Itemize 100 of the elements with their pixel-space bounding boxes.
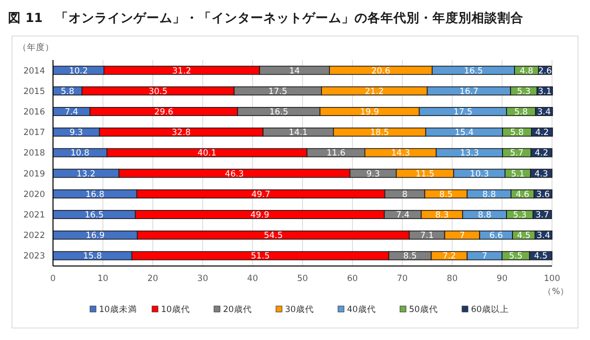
data-label: 17.5 [453, 107, 472, 118]
data-label: 15.4 [454, 128, 474, 138]
data-label: 7 [459, 231, 465, 242]
y-axis-title: （年度） [18, 42, 54, 53]
data-label: 5.8 [514, 107, 528, 118]
data-label: 3.6 [536, 190, 550, 200]
x-tick-label: 60 [346, 274, 358, 284]
data-label: 29.6 [154, 107, 174, 118]
data-label: 3.4 [537, 107, 551, 118]
data-label: 21.2 [364, 86, 384, 97]
x-tick-label: 70 [396, 274, 408, 284]
x-tick-label: 90 [496, 274, 508, 284]
data-label: 4.8 [520, 66, 534, 76]
y-tick-label: 2022 [23, 231, 45, 242]
data-label: 2.6 [538, 66, 552, 76]
x-tick-label: 20 [147, 274, 158, 284]
data-label: 8.5 [403, 252, 417, 262]
data-label: 5.1 [511, 169, 525, 180]
data-label: 8.3 [435, 210, 449, 220]
legend-label: 40歳代 [347, 304, 376, 315]
data-label: 10.2 [68, 66, 88, 76]
data-label: 5.3 [517, 86, 531, 97]
data-label: 8 [402, 190, 408, 200]
data-label: 3.1 [538, 86, 552, 97]
data-label: 10.8 [70, 148, 90, 159]
data-label: 14.3 [391, 148, 410, 159]
data-label: 8.8 [478, 210, 492, 220]
data-label: 5.8 [60, 86, 74, 97]
legend-label: 10歳代 [161, 304, 190, 315]
data-label: 5.3 [513, 210, 527, 220]
data-label: 4.3 [534, 169, 548, 180]
y-tick-label: 2020 [23, 190, 45, 200]
data-label: 9.3 [366, 169, 380, 180]
data-label: 11.6 [326, 148, 346, 159]
data-label: 3.7 [536, 210, 550, 220]
data-label: 7.1 [420, 231, 434, 242]
data-label: 7 [482, 252, 488, 262]
data-label: 49.7 [251, 190, 270, 200]
data-label: 20.6 [371, 66, 390, 76]
data-label: 9.3 [69, 128, 83, 138]
x-tick-label: 40 [247, 274, 258, 284]
x-tick-label: 10 [97, 274, 108, 284]
data-label: 13.3 [460, 148, 479, 159]
data-label: 40.1 [197, 148, 216, 159]
y-tick-label: 2021 [23, 210, 45, 220]
legend-label: 20歳代 [223, 304, 252, 315]
y-tick-label: 2014 [23, 66, 45, 76]
data-label: 4.6 [516, 190, 530, 200]
legend-label: 30歳代 [285, 304, 314, 315]
data-label: 7.2 [442, 252, 456, 262]
data-label: 16.5 [269, 107, 288, 118]
data-label: 7.4 [64, 107, 78, 118]
y-tick-label: 2017 [23, 128, 45, 138]
data-label: 16.7 [459, 86, 478, 97]
x-tick-label: 0 [50, 274, 56, 284]
data-label: 5.8 [510, 128, 524, 138]
data-label: 4.5 [517, 231, 531, 242]
data-label: 6.6 [489, 231, 503, 242]
data-label: 16.8 [85, 190, 104, 200]
data-label: 7.4 [396, 210, 410, 220]
data-label: 16.5 [84, 210, 104, 220]
data-label: 14.1 [288, 128, 308, 138]
data-label: 3.4 [536, 231, 550, 242]
data-label: 49.9 [250, 210, 270, 220]
y-tick-label: 2015 [23, 86, 45, 97]
y-tick-label: 2018 [23, 148, 45, 159]
data-label: 10.3 [470, 169, 489, 180]
data-label: 18.5 [370, 128, 390, 138]
data-label: 11.5 [416, 169, 434, 180]
legend-label: 60歳以上 [471, 304, 509, 315]
x-axis-title: （%） [542, 287, 570, 297]
x-tick-label: 50 [297, 274, 308, 284]
x-tick-label: 100 [544, 274, 560, 284]
data-label: 16.9 [86, 231, 105, 242]
data-label: 30.5 [148, 86, 168, 97]
data-label: 32.8 [172, 128, 191, 138]
data-label: 19.9 [360, 107, 380, 118]
chart-title: 図 11 「オンラインゲーム」・「インターネットゲーム」の各年代別・年度別相談割合 [8, 10, 524, 25]
y-tick-label: 2023 [23, 252, 45, 262]
data-label: 13.2 [76, 169, 96, 180]
data-label: 5.5 [509, 252, 523, 262]
data-label: 54.5 [264, 231, 283, 242]
data-label: 16.5 [464, 66, 483, 76]
data-label: 5.7 [510, 148, 524, 159]
data-label: 4.2 [534, 148, 548, 159]
x-tick-label: 30 [197, 274, 208, 284]
data-label: 31.2 [172, 66, 192, 76]
legend-label: 50歳代 [409, 304, 438, 315]
legend-label: 10歳未満 [99, 304, 137, 315]
y-tick-label: 2016 [23, 107, 45, 118]
data-label: 51.5 [250, 252, 270, 262]
data-label: 8.5 [439, 190, 453, 200]
y-tick-label: 2019 [23, 169, 45, 180]
data-label: 14 [289, 66, 300, 76]
data-label: 4.5 [534, 252, 548, 262]
x-tick-label: 80 [446, 274, 458, 284]
data-label: 8.8 [482, 190, 496, 200]
data-label: 17.5 [268, 86, 288, 97]
data-label: 46.3 [224, 169, 244, 180]
data-label: 15.8 [82, 252, 102, 262]
